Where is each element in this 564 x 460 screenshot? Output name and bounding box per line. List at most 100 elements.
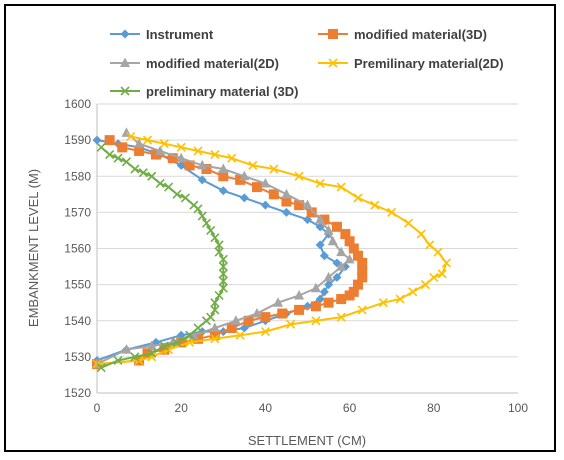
- data-point: [121, 344, 132, 354]
- data-point: [319, 287, 329, 297]
- data-point: [416, 229, 426, 239]
- data-point: [120, 29, 130, 39]
- x-tick-label: 100: [508, 401, 528, 415]
- series-2: [92, 127, 355, 369]
- data-point: [353, 250, 364, 261]
- data-point: [281, 196, 292, 207]
- axes: 1520 1530 1540 1550 1560 1570 1580 1590 1600 0 20 4…: [64, 97, 528, 415]
- data-point: [353, 279, 364, 290]
- data-point: [336, 294, 347, 305]
- y-tick-label: 1540: [64, 314, 91, 328]
- data-point: [230, 315, 241, 325]
- data-point: [441, 258, 451, 268]
- data-point: [310, 282, 321, 293]
- data-point: [243, 315, 254, 326]
- data-point: [193, 204, 203, 214]
- chart-frame: [4, 4, 556, 452]
- data-point: [210, 233, 220, 243]
- data-point: [268, 189, 279, 200]
- data-point: [210, 150, 220, 160]
- x-tick-label: 0: [94, 401, 101, 415]
- legend-item: Premilinary material(2D): [318, 56, 504, 71]
- data-point: [138, 168, 148, 178]
- series-line: [96, 135, 448, 366]
- data-point: [134, 145, 145, 156]
- data-point: [348, 243, 359, 254]
- y-tick-label: 1570: [64, 205, 91, 219]
- data-point: [218, 254, 228, 264]
- data-point: [395, 294, 405, 304]
- data-point: [197, 175, 207, 185]
- data-point: [328, 29, 338, 39]
- data-point: [260, 177, 271, 188]
- data-point: [120, 86, 130, 96]
- data-point: [260, 200, 270, 210]
- data-point: [218, 171, 229, 182]
- legend-label: Instrument: [146, 27, 214, 42]
- data-point: [387, 207, 397, 217]
- data-point: [315, 240, 325, 250]
- data-point: [214, 247, 224, 257]
- y-tick-label: 1530: [64, 350, 91, 364]
- data-point: [324, 280, 334, 290]
- data-point: [134, 138, 145, 148]
- y-tick-label: 1590: [64, 133, 91, 147]
- data-point: [273, 297, 284, 307]
- x-tick-label: 20: [175, 401, 189, 415]
- data-point: [197, 211, 207, 221]
- data-point: [206, 225, 216, 236]
- data-point: [197, 159, 208, 170]
- data-point: [167, 153, 178, 164]
- data-point: [172, 189, 182, 199]
- data-point: [120, 57, 130, 67]
- data-point: [210, 305, 220, 315]
- data-point: [408, 287, 418, 297]
- data-point: [328, 58, 338, 68]
- data-point: [226, 322, 237, 333]
- data-point: [155, 145, 166, 155]
- data-point: [294, 200, 305, 211]
- legend-item: Instrument: [110, 27, 214, 42]
- data-point: [193, 146, 203, 156]
- data-point: [185, 330, 195, 340]
- data-point: [180, 193, 190, 203]
- data-point: [193, 323, 203, 333]
- data-point: [315, 178, 325, 189]
- data-point: [210, 298, 220, 308]
- data-point: [310, 301, 321, 312]
- data-point: [437, 269, 447, 279]
- data-point: [176, 337, 187, 348]
- data-point: [218, 269, 228, 279]
- x-axis-label: SETTLEMENT (CM): [248, 433, 366, 448]
- data-point: [147, 348, 157, 358]
- data-point: [176, 152, 187, 163]
- y-tick-label: 1520: [64, 386, 91, 400]
- data-point: [104, 135, 115, 146]
- data-point: [260, 327, 270, 337]
- data-point: [159, 344, 170, 355]
- data-point: [378, 298, 388, 308]
- legend-item: modified material(3D): [318, 27, 487, 42]
- data-point: [121, 157, 132, 167]
- legend-label: modified material(3D): [354, 27, 487, 42]
- data-point: [332, 272, 342, 282]
- data-point: [357, 272, 368, 283]
- data-point: [239, 170, 250, 181]
- data-point: [185, 337, 195, 347]
- data-point: [403, 218, 414, 228]
- data-point: [269, 164, 279, 174]
- data-point: [227, 153, 237, 163]
- data-point: [201, 316, 212, 326]
- data-point: [344, 236, 355, 247]
- y-tick-label: 1580: [64, 169, 91, 183]
- data-point: [344, 253, 355, 264]
- data-point: [319, 214, 330, 225]
- data-point: [311, 316, 321, 326]
- data-point: [340, 229, 351, 240]
- data-point: [336, 312, 346, 322]
- data-point: [176, 142, 186, 152]
- legend-label: Premilinary material(2D): [354, 56, 504, 71]
- data-point: [281, 188, 292, 199]
- data-point: [260, 312, 271, 323]
- data-point: [336, 182, 346, 192]
